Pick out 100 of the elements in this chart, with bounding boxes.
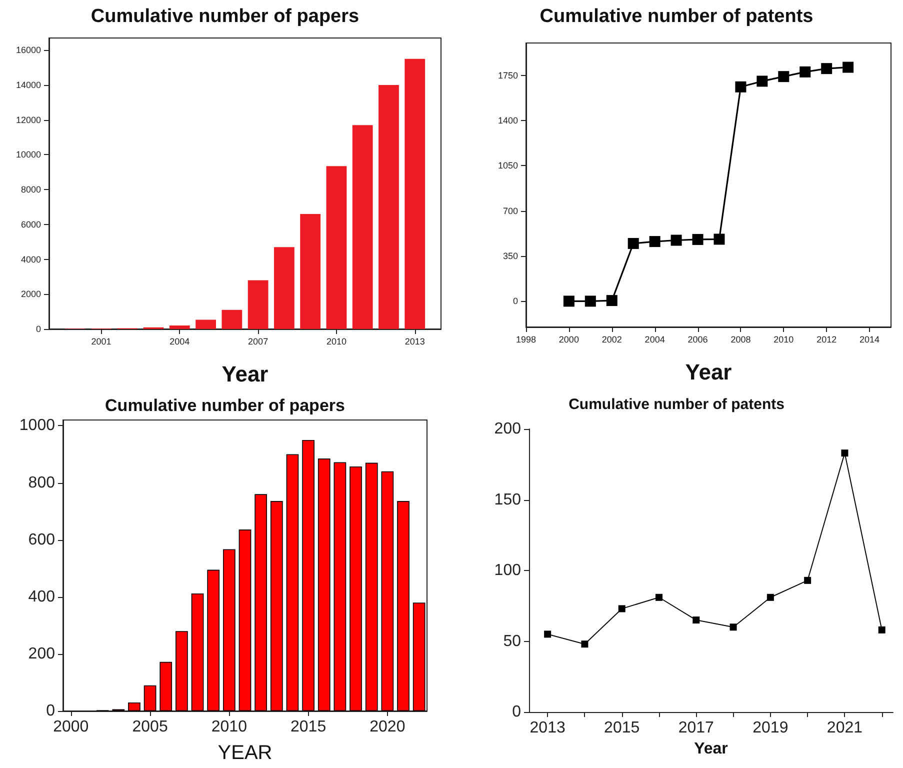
y-tick-label: 0 xyxy=(512,704,522,720)
y-tick-label: 1000 xyxy=(19,417,56,434)
bar xyxy=(254,494,267,711)
chart-title: Cumulative number of papers xyxy=(90,6,360,27)
bar xyxy=(128,702,140,711)
x-tick-label: 2010 xyxy=(211,718,248,736)
bar xyxy=(404,58,426,329)
chart-title: Cumulative number of patents xyxy=(540,6,814,27)
x-tick-label: 2001 xyxy=(91,336,112,346)
point xyxy=(544,630,552,638)
x-tick-label: 2004 xyxy=(644,334,665,344)
bar xyxy=(191,593,204,711)
bar xyxy=(196,320,216,329)
bar xyxy=(222,310,242,329)
point xyxy=(778,71,790,82)
y-tick-label: 16000 xyxy=(16,45,41,56)
chart-title: Cumulative number of patents xyxy=(568,396,784,413)
y-tick-label: 150 xyxy=(494,491,522,508)
y-tick-label: 0 xyxy=(512,296,518,306)
y-tick-label: 1050 xyxy=(498,160,518,171)
bar xyxy=(300,214,321,329)
bar xyxy=(286,454,299,711)
x-tick-label: 2017 xyxy=(678,720,714,736)
chart-title: Cumulative number of papers xyxy=(105,396,345,415)
bar xyxy=(326,166,347,329)
point xyxy=(714,234,725,245)
y-tick-label: 8000 xyxy=(20,184,41,195)
y-tick-label: 4000 xyxy=(20,254,41,264)
x-tick-label: 2006 xyxy=(688,334,708,344)
y-tick-label: 50 xyxy=(503,632,522,650)
bar xyxy=(397,501,410,711)
point xyxy=(584,296,596,307)
point xyxy=(821,63,832,74)
x-tick-label: 2021 xyxy=(826,720,863,736)
point xyxy=(800,66,811,78)
y-tick-label: 14000 xyxy=(16,80,41,90)
y-tick-label: 350 xyxy=(502,251,518,261)
x-tick-label: 2010 xyxy=(326,336,346,346)
bar xyxy=(352,125,373,329)
bar xyxy=(334,462,346,711)
y-tick-label: 200 xyxy=(28,645,56,662)
x-tick-label: 2013 xyxy=(530,720,566,736)
y-tick-label: 10000 xyxy=(16,150,41,160)
y-tick-label: 800 xyxy=(28,474,56,492)
bar xyxy=(412,602,426,711)
x-tick-label: 2004 xyxy=(170,336,190,346)
bar xyxy=(350,466,362,711)
bar xyxy=(378,85,399,329)
y-tick-label: 1400 xyxy=(498,115,518,126)
point xyxy=(692,234,704,245)
bar xyxy=(207,570,220,711)
bar xyxy=(223,549,236,711)
x-tick-label: 2015 xyxy=(604,720,640,736)
x-tick-label: 2015 xyxy=(290,718,326,736)
x-tick-label: 2000 xyxy=(558,334,579,344)
y-tick-label: 0 xyxy=(36,324,41,334)
y-tick-label: 400 xyxy=(28,588,56,606)
point xyxy=(766,594,774,601)
point xyxy=(628,238,639,249)
point xyxy=(756,76,768,87)
point xyxy=(670,234,682,246)
x-tick-label: 2007 xyxy=(248,336,268,346)
x-axis-title: Year xyxy=(222,362,269,386)
y-tick-label: 12000 xyxy=(16,114,41,125)
x-tick-label: 2005 xyxy=(132,718,168,736)
y-tick-label: 600 xyxy=(28,531,56,548)
x-tick-label: 2014 xyxy=(860,334,880,344)
x-tick-label: 2008 xyxy=(730,334,751,344)
bar xyxy=(176,631,188,711)
bar xyxy=(248,280,268,329)
point xyxy=(618,605,626,612)
bar xyxy=(144,685,156,711)
y-tick-label: 200 xyxy=(494,420,522,438)
bar xyxy=(365,462,378,711)
y-tick-label: 6000 xyxy=(20,219,41,230)
point xyxy=(656,594,662,601)
bar xyxy=(318,458,330,711)
bar xyxy=(169,326,190,329)
x-tick-label: 2000 xyxy=(53,718,89,736)
x-axis-title: YEAR xyxy=(218,742,272,764)
bar xyxy=(274,247,294,329)
point xyxy=(878,626,886,634)
point xyxy=(841,450,848,457)
x-tick-label: 2012 xyxy=(816,334,837,344)
point xyxy=(804,576,812,584)
bar xyxy=(302,440,314,711)
point xyxy=(581,640,588,648)
x-tick-label: 1998 xyxy=(516,334,536,344)
point xyxy=(563,296,574,307)
bar xyxy=(160,662,172,711)
x-axis-title: Year xyxy=(694,740,728,758)
point xyxy=(606,295,618,306)
point xyxy=(692,616,700,624)
x-tick-label: 2020 xyxy=(370,718,406,736)
bar xyxy=(238,530,252,711)
point xyxy=(735,81,746,92)
y-tick-label: 2000 xyxy=(20,289,41,300)
point xyxy=(649,236,660,248)
y-tick-label: 0 xyxy=(46,702,56,720)
x-tick-label: 2019 xyxy=(752,720,788,736)
